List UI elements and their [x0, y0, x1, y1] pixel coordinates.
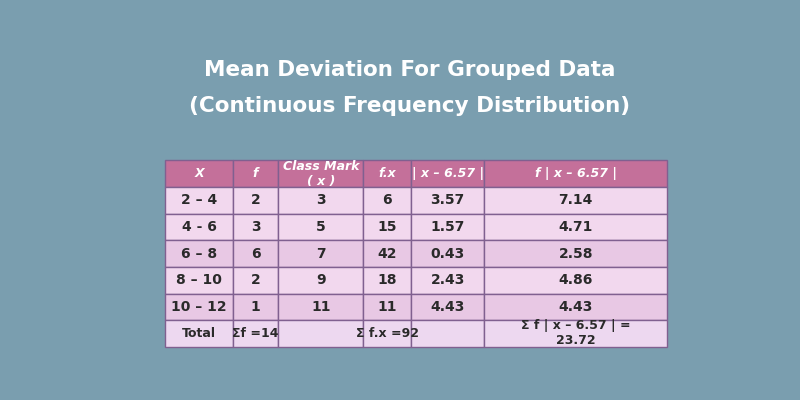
Text: f.x: f.x [378, 167, 396, 180]
Text: Total: Total [182, 327, 216, 340]
Bar [484, 214, 667, 240]
Text: Class Mark
( x ): Class Mark ( x ) [282, 160, 359, 188]
Text: 4 - 6: 4 - 6 [182, 220, 217, 234]
Bar [363, 187, 411, 214]
Text: 1: 1 [250, 300, 260, 314]
Text: 2: 2 [250, 273, 260, 287]
Bar [233, 267, 278, 294]
Text: 6: 6 [250, 246, 260, 260]
Text: 11: 11 [378, 300, 397, 314]
Bar [165, 267, 233, 294]
Bar [363, 267, 411, 294]
Bar [165, 320, 233, 347]
Bar [233, 294, 278, 320]
Bar [484, 187, 667, 214]
Text: 6 – 8: 6 – 8 [181, 246, 217, 260]
Text: 0.43: 0.43 [430, 246, 465, 260]
Bar [484, 294, 667, 320]
Bar [278, 187, 363, 214]
Text: 42: 42 [378, 246, 397, 260]
Text: 4.71: 4.71 [558, 220, 593, 234]
Bar [411, 294, 484, 320]
Text: Σf =14: Σf =14 [232, 327, 278, 340]
Text: X: X [194, 167, 204, 180]
Bar [233, 187, 278, 214]
Bar [233, 160, 278, 187]
Bar [278, 214, 363, 240]
Text: | x – 6.57 |: | x – 6.57 | [411, 167, 484, 180]
Text: Mean Deviation For Grouped Data: Mean Deviation For Grouped Data [204, 60, 616, 80]
Bar [363, 240, 411, 267]
Text: 5: 5 [316, 220, 326, 234]
Text: 1.57: 1.57 [430, 220, 465, 234]
Bar [363, 294, 411, 320]
Bar [411, 240, 484, 267]
Bar [165, 214, 233, 240]
Bar [411, 214, 484, 240]
Bar [411, 320, 484, 347]
Text: 6: 6 [382, 193, 392, 207]
Text: 2: 2 [250, 193, 260, 207]
Bar [411, 187, 484, 214]
Text: 2 – 4: 2 – 4 [181, 193, 217, 207]
Text: 7: 7 [316, 246, 326, 260]
Text: 3: 3 [316, 193, 326, 207]
Bar [484, 160, 667, 187]
Text: 8 – 10: 8 – 10 [176, 273, 222, 287]
Bar [484, 320, 667, 347]
Text: 4.43: 4.43 [430, 300, 465, 314]
Bar [411, 160, 484, 187]
Bar [165, 294, 233, 320]
Text: 15: 15 [378, 220, 397, 234]
Bar [278, 294, 363, 320]
Bar [165, 187, 233, 214]
Text: 11: 11 [311, 300, 330, 314]
Bar [233, 214, 278, 240]
Text: 3.57: 3.57 [430, 193, 465, 207]
Bar [278, 240, 363, 267]
Bar [484, 240, 667, 267]
Text: 9: 9 [316, 273, 326, 287]
Bar [278, 160, 363, 187]
Text: 7.14: 7.14 [558, 193, 593, 207]
Text: 3: 3 [250, 220, 260, 234]
Bar [363, 160, 411, 187]
Text: 10 – 12: 10 – 12 [171, 300, 227, 314]
Bar [165, 240, 233, 267]
Text: 18: 18 [378, 273, 397, 287]
Bar [484, 267, 667, 294]
Bar [363, 214, 411, 240]
Text: 4.86: 4.86 [558, 273, 593, 287]
Text: Σ f.x =92: Σ f.x =92 [356, 327, 419, 340]
Text: 2.43: 2.43 [430, 273, 465, 287]
Bar [233, 320, 278, 347]
Bar [233, 240, 278, 267]
Bar [278, 267, 363, 294]
Bar [278, 320, 363, 347]
Text: 2.58: 2.58 [558, 246, 593, 260]
Text: Σ f | x – 6.57 | =
23.72: Σ f | x – 6.57 | = 23.72 [521, 320, 630, 348]
Bar [165, 160, 233, 187]
Text: f | x – 6.57 |: f | x – 6.57 | [534, 167, 617, 180]
Text: 4.43: 4.43 [558, 300, 593, 314]
Text: f: f [253, 167, 258, 180]
Text: (Continuous Frequency Distribution): (Continuous Frequency Distribution) [190, 96, 630, 116]
Bar [411, 267, 484, 294]
Bar [363, 320, 411, 347]
